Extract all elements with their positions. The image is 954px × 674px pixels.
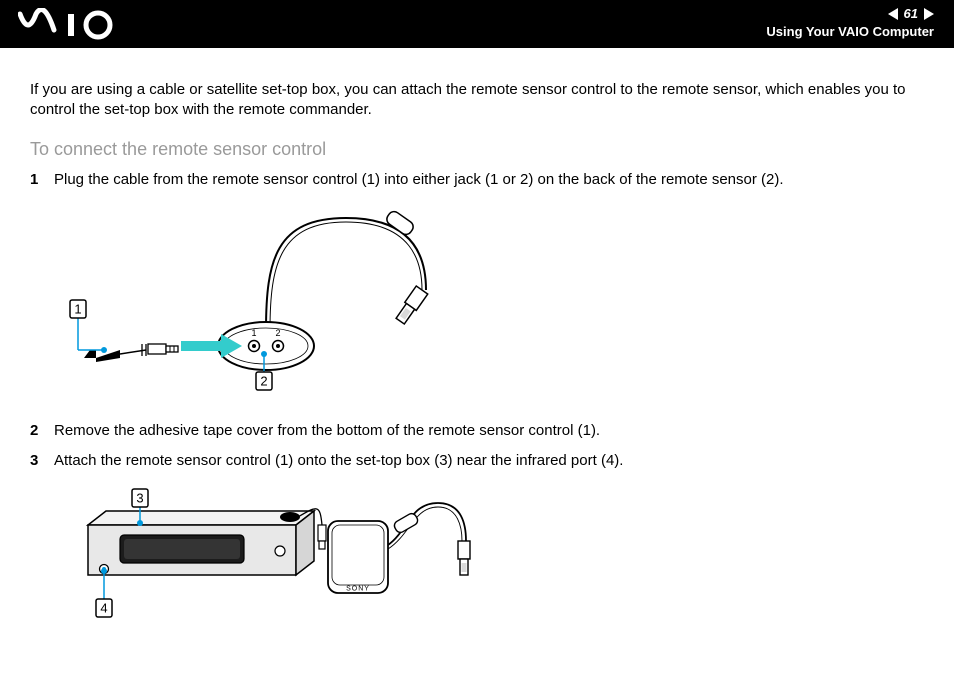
vaio-logo xyxy=(18,8,128,45)
step-2: 2 Remove the adhesive tape cover from th… xyxy=(30,421,924,441)
remote-sensor-control-on-box-icon xyxy=(280,512,300,522)
procedure-heading: To connect the remote sensor control xyxy=(30,139,924,160)
jack-label-1: 1 xyxy=(251,328,256,338)
page-content: If you are using a cable or satellite se… xyxy=(0,48,954,628)
step-3: 3 Attach the remote sensor control (1) o… xyxy=(30,451,924,471)
step-1: 1 Plug the cable from the remote sensor … xyxy=(30,170,924,190)
callout-1: 1 xyxy=(70,300,107,353)
step-text: Plug the cable from the remote sensor co… xyxy=(54,170,784,190)
step-text: Remove the adhesive tape cover from the … xyxy=(54,421,600,441)
svg-text:4: 4 xyxy=(100,601,107,616)
svg-text:2: 2 xyxy=(260,373,267,388)
intro-paragraph: If you are using a cable or satellite se… xyxy=(30,80,924,121)
prev-page-arrow-icon[interactable] xyxy=(888,8,898,20)
section-title: Using Your VAIO Computer xyxy=(766,24,934,39)
brand-label: SONY xyxy=(346,586,370,593)
figure-remote-sensor-plug: 1 2 xyxy=(66,200,924,405)
svg-text:1: 1 xyxy=(74,301,81,316)
remote-sensor-hub-icon: SONY xyxy=(328,521,388,593)
svg-text:3: 3 xyxy=(136,491,143,506)
settop-box-icon xyxy=(88,511,314,575)
jack-label-2: 2 xyxy=(275,328,280,338)
page-number: 61 xyxy=(904,6,918,22)
header-nav: 61 Using Your VAIO Computer xyxy=(766,6,934,39)
step-text: Attach the remote sensor control (1) ont… xyxy=(54,451,623,471)
step-number: 3 xyxy=(30,451,54,471)
page-header: 61 Using Your VAIO Computer xyxy=(0,0,954,48)
step-number: 2 xyxy=(30,421,54,441)
step-number: 1 xyxy=(30,170,54,190)
next-page-arrow-icon[interactable] xyxy=(924,8,934,20)
figure-settop-box: SONY 3 xyxy=(66,481,924,628)
